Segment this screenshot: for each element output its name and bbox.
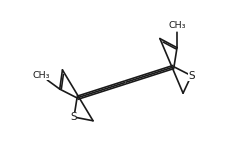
Text: CH₃: CH₃	[33, 71, 50, 80]
Text: CH₃: CH₃	[168, 21, 185, 30]
Text: S: S	[187, 71, 194, 81]
Text: S: S	[70, 112, 77, 122]
